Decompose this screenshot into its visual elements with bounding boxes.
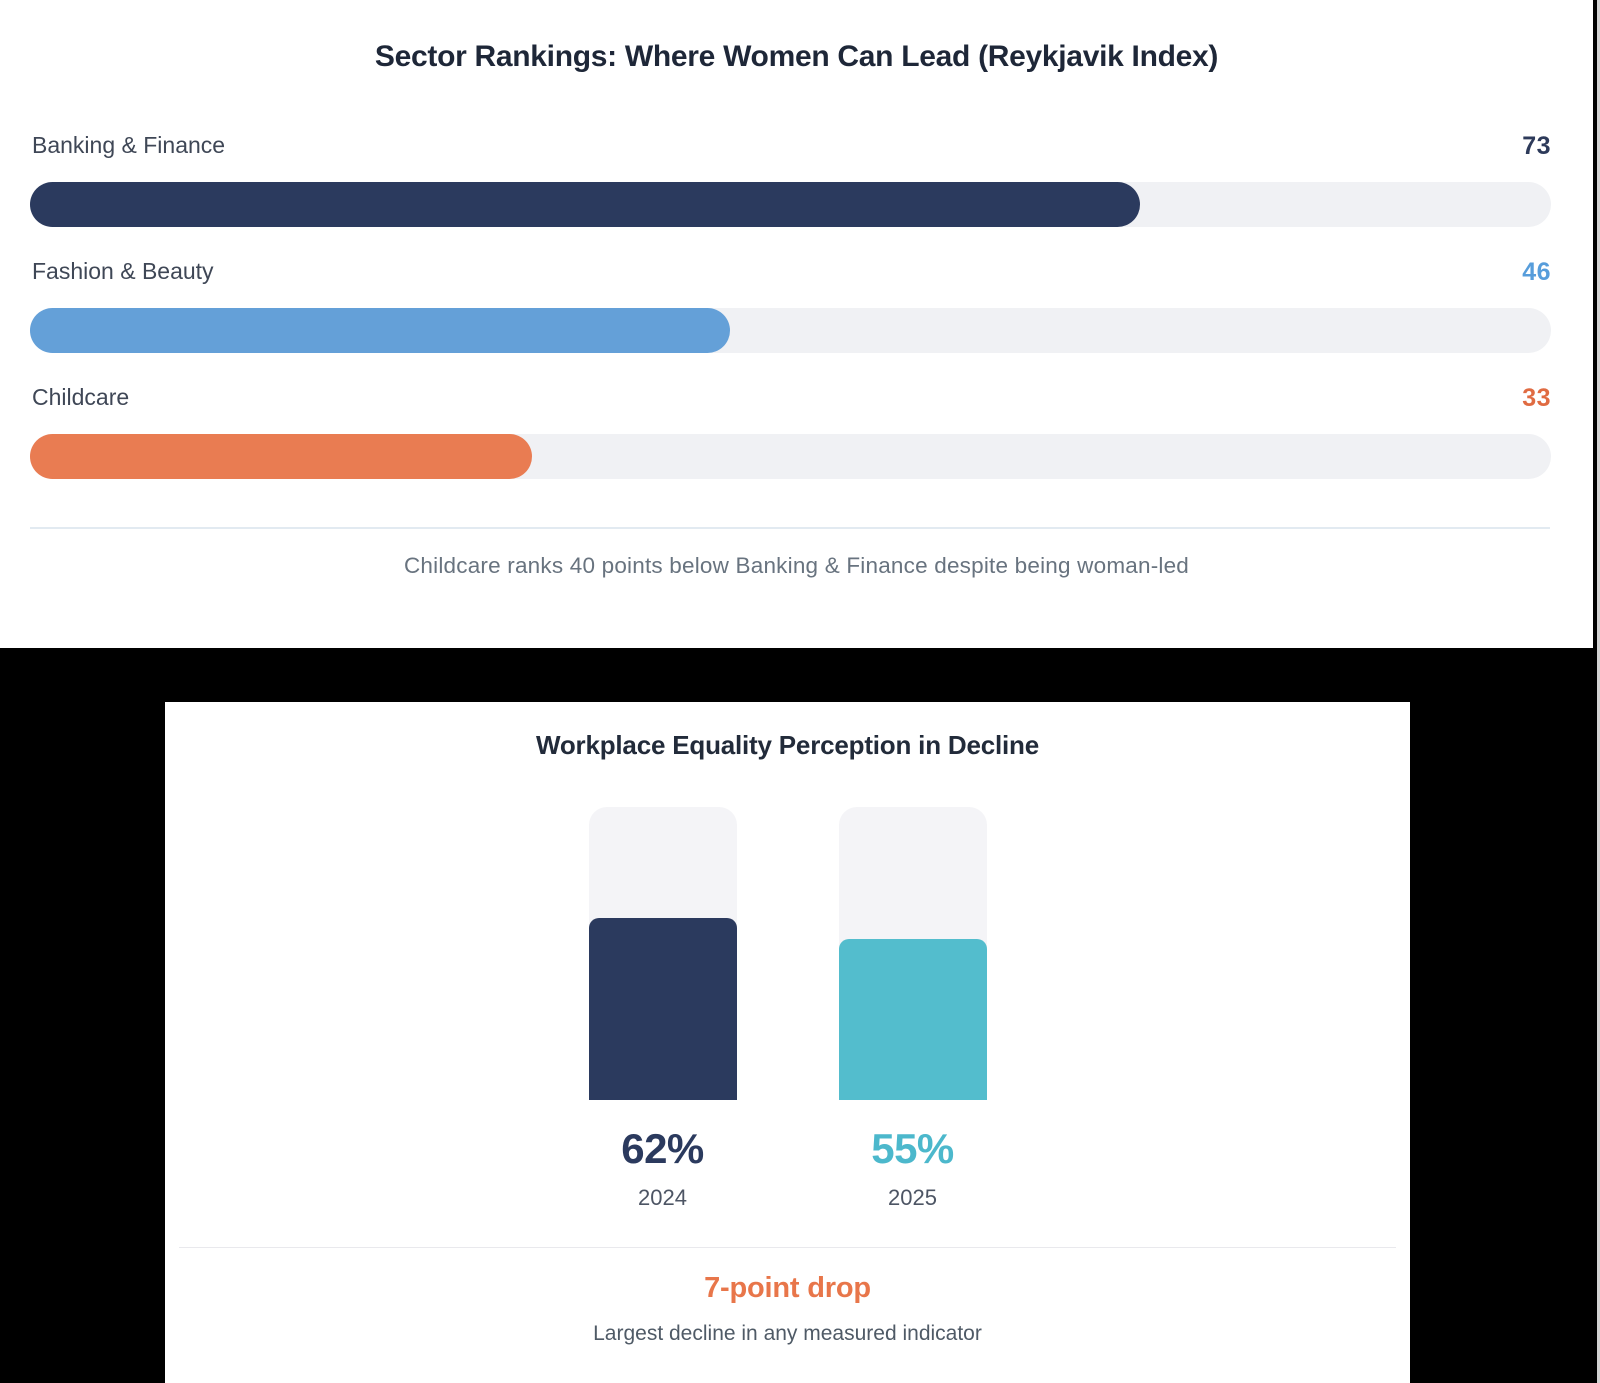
column-2025: 55% 2025: [838, 807, 987, 1210]
bar-label: Childcare: [32, 384, 130, 410]
sector-chart-title: Sector Rankings: Where Women Can Lead (R…: [374, 40, 1219, 73]
workplace-equality-card: Workplace Equality Perception in Decline…: [165, 702, 1410, 1383]
drop-headline: 7-point drop: [704, 1272, 871, 1304]
bar-value: 46: [1522, 258, 1551, 286]
sector-row-childcare: Childcare 33: [30, 384, 1551, 484]
perception-chart-title: Workplace Equality Perception in Decline: [536, 730, 1039, 760]
bar-fill: [30, 182, 1141, 227]
bar-track: [588, 807, 737, 1100]
bar-fill: [588, 918, 737, 1100]
bar-label: Banking & Finance: [32, 132, 226, 158]
bar-value: 55%: [871, 1125, 954, 1172]
perception-bar-chart: 62% 2024 55% 2025: [165, 807, 1410, 1210]
bar-category-label: 2025: [888, 1185, 937, 1210]
bar-fill: [838, 938, 987, 1100]
sector-row-banking-finance: Banking & Finance 73: [30, 132, 1551, 232]
bar-track: [30, 434, 1551, 479]
bar-value: 62%: [621, 1125, 704, 1172]
bar-track: [30, 308, 1551, 353]
bar-fill: [30, 434, 532, 479]
column-2024: 62% 2024: [588, 807, 737, 1210]
frame-edge-sliver: [1597, 0, 1600, 1383]
bar-label: Fashion & Beauty: [32, 258, 214, 284]
bar-track: [30, 182, 1551, 227]
bar-value: 33: [1522, 384, 1551, 412]
sector-rankings-panel: Sector Rankings: Where Women Can Lead (R…: [0, 0, 1593, 648]
bar-value: 73: [1522, 132, 1551, 160]
caption-divider: [30, 527, 1550, 529]
bar-track: [838, 807, 987, 1100]
sector-row-fashion-beauty: Fashion & Beauty 46: [30, 258, 1551, 358]
sector-chart-caption: Childcare ranks 40 points below Banking …: [403, 553, 1190, 578]
drop-note: Largest decline in any measured indicato…: [593, 1322, 982, 1345]
bar-fill: [30, 308, 730, 353]
annotation-divider: [179, 1247, 1396, 1248]
bar-category-label: 2024: [638, 1185, 687, 1210]
